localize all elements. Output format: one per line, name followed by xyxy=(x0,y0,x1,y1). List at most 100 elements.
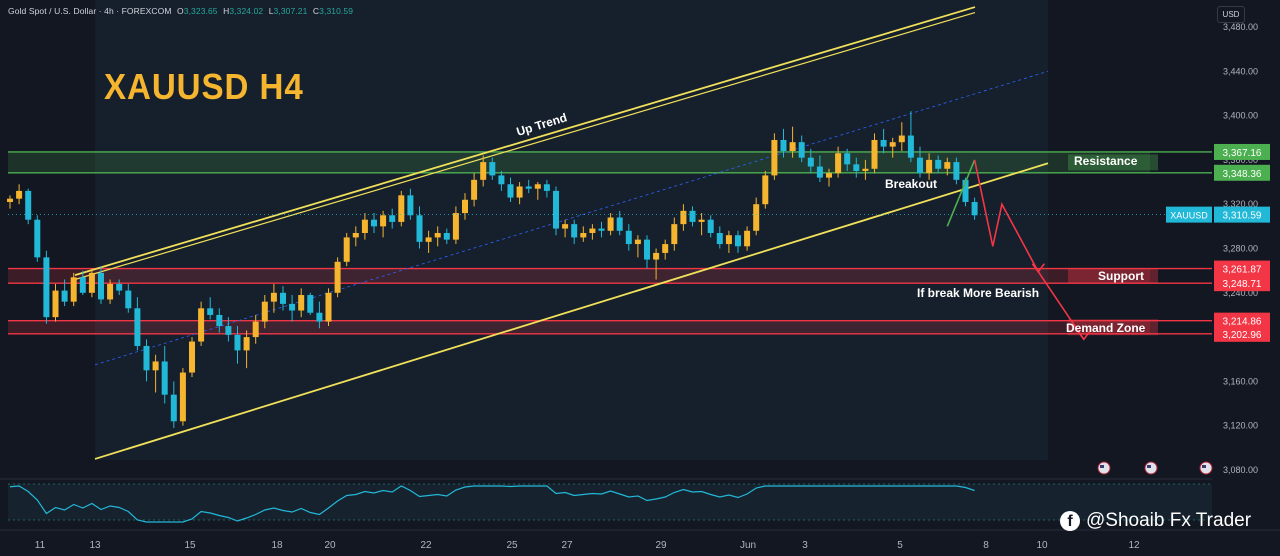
candle-body xyxy=(671,224,678,245)
x-tick-label: 11 xyxy=(35,540,46,551)
candle-body xyxy=(452,213,459,240)
y-tick-label: 3,400.00 xyxy=(1223,111,1258,121)
candle-body xyxy=(871,139,878,169)
y-tick-label: 3,240.00 xyxy=(1223,288,1258,298)
candle-body xyxy=(334,261,341,293)
candle-body xyxy=(234,334,241,351)
candle-body xyxy=(143,345,150,371)
candle-body xyxy=(371,219,377,227)
current-price-bg xyxy=(1214,206,1270,223)
candle-body xyxy=(179,372,186,422)
candle-body xyxy=(280,292,286,304)
candle-body xyxy=(780,139,787,152)
projection-bearish xyxy=(973,159,1085,340)
flag-canton xyxy=(1100,465,1104,468)
candle-body xyxy=(907,135,914,158)
candle-body xyxy=(425,237,432,242)
candle-body xyxy=(725,235,732,245)
candle-body xyxy=(789,142,796,152)
watermark: f @Shoaib Fx Trader xyxy=(1060,510,1251,532)
candle-body xyxy=(261,301,268,322)
candle-body xyxy=(689,210,696,222)
candle-body xyxy=(289,303,296,311)
candle-body xyxy=(698,219,705,222)
candle-body xyxy=(34,219,41,258)
candle-body xyxy=(325,292,332,322)
zone-label-bg xyxy=(1068,154,1158,171)
candle-body xyxy=(616,217,623,231)
symbol-header: Gold Spot / U.S. Dollar · 4h · FOREXCOM … xyxy=(8,6,353,16)
candle-body xyxy=(898,135,905,143)
candle-body xyxy=(88,272,95,293)
flag-canton xyxy=(1202,465,1206,468)
candle-body xyxy=(744,230,751,247)
candle-body xyxy=(798,142,805,158)
candle-body xyxy=(507,184,514,198)
x-tick-label: 12 xyxy=(1128,540,1140,551)
candle-body xyxy=(471,179,478,200)
ohlc-high-value: 3,324.02 xyxy=(229,6,264,16)
mid-channel-line xyxy=(94,70,1049,366)
candle-body xyxy=(434,232,441,238)
x-tick-label: 25 xyxy=(506,540,518,551)
candle-body xyxy=(152,361,159,371)
candle-body xyxy=(853,164,860,171)
annotation-break-bearish: If break More Bearish xyxy=(917,286,1039,300)
current-symbol-bg xyxy=(1166,206,1212,223)
x-tick-label: 18 xyxy=(271,540,283,551)
ohlc-high-label: H xyxy=(223,6,230,16)
price-label: 3,248.71 xyxy=(1223,279,1262,290)
candle-body xyxy=(380,215,387,227)
y-tick-label: 3,160.00 xyxy=(1223,376,1258,386)
ohlc-low-value: 3,307.21 xyxy=(273,6,308,16)
candle-body xyxy=(707,219,714,233)
zone-label-bg xyxy=(1068,319,1158,336)
candle-body xyxy=(170,394,177,422)
currency-button[interactable]: USD xyxy=(1217,6,1245,23)
candle-body xyxy=(589,228,596,233)
chart-title: XAUUSD H4 xyxy=(104,66,304,107)
candle-body xyxy=(862,168,869,171)
x-tick-label: 13 xyxy=(89,540,101,551)
ohlc-open-label: O xyxy=(177,6,184,16)
candle-body xyxy=(161,361,168,395)
candle-body xyxy=(134,308,141,346)
y-tick-label: 3,480.00 xyxy=(1223,22,1258,32)
x-tick-label: 8 xyxy=(983,540,989,551)
price-label-bg xyxy=(1214,143,1270,160)
candle-body xyxy=(107,283,114,300)
price-label-bg xyxy=(1214,275,1270,292)
upper-channel-line xyxy=(74,6,976,276)
x-tick-label: 27 xyxy=(561,540,573,551)
candle-body xyxy=(917,157,923,174)
x-tick-label: 10 xyxy=(1036,540,1048,551)
y-tick-label: 3,440.00 xyxy=(1223,66,1258,76)
candle-body xyxy=(116,283,123,291)
y-tick-label: 3,320.00 xyxy=(1223,199,1258,209)
candle-body xyxy=(826,173,832,178)
candle-body xyxy=(625,230,632,245)
candle-body xyxy=(835,153,842,174)
y-tick-label: 3,280.00 xyxy=(1223,244,1258,254)
candle-body xyxy=(525,186,532,189)
candle-body xyxy=(971,201,978,216)
ohlc-close-label: C xyxy=(312,6,320,16)
indicator-band xyxy=(8,484,1212,520)
candle-body xyxy=(7,198,13,202)
annotation-demand-zone: Demand Zone xyxy=(1066,321,1146,335)
candle-body xyxy=(61,290,68,302)
candle-body xyxy=(198,308,205,342)
price-label-bg xyxy=(1214,164,1270,181)
candle-body xyxy=(216,314,223,327)
candle-body xyxy=(252,321,259,338)
candle-body xyxy=(953,162,960,180)
symbol-description: Gold Spot / U.S. Dollar · 4h · FOREXCOM xyxy=(8,6,172,16)
candle-body xyxy=(516,186,523,198)
x-tick-label: 20 xyxy=(324,540,336,551)
candle-body xyxy=(343,237,350,262)
candle-body xyxy=(816,166,823,178)
candle-body xyxy=(753,204,760,231)
watermark-text: @Shoaib Fx Trader xyxy=(1086,510,1252,531)
candle-body xyxy=(580,232,587,238)
